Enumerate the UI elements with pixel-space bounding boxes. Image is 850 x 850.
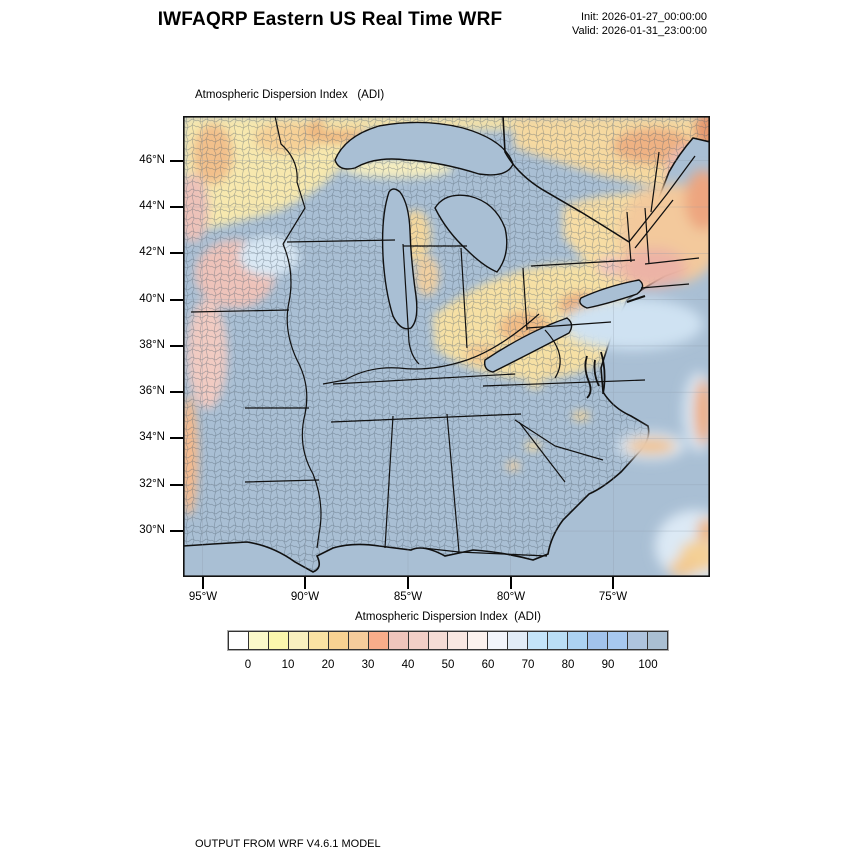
y-tick-label: 46°N bbox=[139, 154, 165, 166]
colorbar-cell bbox=[547, 631, 568, 650]
colorbar-tick-label: 10 bbox=[281, 659, 295, 671]
y-tick-label: 32°N bbox=[139, 478, 165, 490]
x-tick-label: 90°W bbox=[290, 591, 320, 603]
colorbar-title: Atmospheric Dispersion Index (ADI) bbox=[355, 611, 541, 623]
colorbar-cell bbox=[447, 631, 468, 650]
colorbar-tick-label: 20 bbox=[321, 659, 335, 671]
colorbar-tick-label: 50 bbox=[441, 659, 455, 671]
x-tick-label: 75°W bbox=[598, 591, 628, 603]
map-subtitle: Atmospheric Dispersion Index (ADI) bbox=[195, 89, 385, 101]
colorbar-tick-label: 90 bbox=[601, 659, 615, 671]
y-tick-label: 30°N bbox=[139, 524, 165, 536]
y-tick bbox=[170, 345, 183, 347]
colorbar-cell bbox=[607, 631, 628, 650]
x-tick bbox=[304, 577, 306, 589]
colorbar-cell bbox=[307, 631, 328, 650]
colorbar-cell bbox=[247, 631, 268, 650]
colorbar-tick-label: 40 bbox=[401, 659, 415, 671]
page-title: IWFAQRP Eastern US Real Time WRF bbox=[157, 9, 503, 30]
y-tick bbox=[170, 252, 183, 254]
adi-map bbox=[183, 116, 710, 577]
colorbar-cell bbox=[347, 631, 368, 650]
colorbar-tick-label: 80 bbox=[561, 659, 575, 671]
y-tick-label: 40°N bbox=[139, 293, 165, 305]
colorbar bbox=[228, 631, 668, 650]
y-tick bbox=[170, 437, 183, 439]
y-tick-label: 42°N bbox=[139, 246, 165, 258]
colorbar-cell bbox=[567, 631, 588, 650]
colorbar-cell bbox=[587, 631, 608, 650]
colorbar-cell bbox=[287, 631, 308, 650]
map-border bbox=[183, 116, 710, 577]
valid-time: Valid: 2026-01-31_23:00:00 bbox=[572, 25, 707, 37]
x-tick-label: 80°W bbox=[496, 591, 526, 603]
x-tick-label: 85°W bbox=[393, 591, 423, 603]
y-tick bbox=[170, 299, 183, 301]
model-info: OUTPUT FROM WRF V4.6.1 MODEL WE = 310 ; … bbox=[195, 811, 628, 850]
colorbar-cell bbox=[527, 631, 548, 650]
x-tick bbox=[202, 577, 204, 589]
colorbar-tick-label: 100 bbox=[638, 659, 658, 671]
y-tick bbox=[170, 160, 183, 162]
colorbar-cell bbox=[427, 631, 448, 650]
y-tick bbox=[170, 391, 183, 393]
colorbar-cell bbox=[367, 631, 388, 650]
init-time: Init: 2026-01-27_00:00:00 bbox=[581, 11, 707, 23]
y-tick-label: 44°N bbox=[139, 200, 165, 212]
x-tick bbox=[407, 577, 409, 589]
colorbar-tick-label: 70 bbox=[521, 659, 535, 671]
colorbar-tick-label: 60 bbox=[481, 659, 495, 671]
x-tick bbox=[510, 577, 512, 589]
y-tick-label: 36°N bbox=[139, 385, 165, 397]
run-times: Init: 2026-01-27_00:00:00 Valid: 2026-01… bbox=[572, 10, 707, 38]
colorbar-cell bbox=[467, 631, 488, 650]
colorbar-cell bbox=[627, 631, 648, 650]
colorbar-cell bbox=[327, 631, 348, 650]
y-tick bbox=[170, 530, 183, 532]
model-info-line1: OUTPUT FROM WRF V4.6.1 MODEL bbox=[195, 838, 381, 850]
y-tick bbox=[170, 206, 183, 208]
colorbar-cell bbox=[267, 631, 288, 650]
colorbar-cell bbox=[228, 631, 248, 650]
colorbar-cell bbox=[407, 631, 428, 650]
chesapeake-bay bbox=[584, 351, 606, 399]
colorbar-tick-label: 30 bbox=[361, 659, 375, 671]
colorbar-cell bbox=[387, 631, 408, 650]
colorbar-tick-label: 0 bbox=[244, 659, 252, 671]
y-tick-label: 38°N bbox=[139, 339, 165, 351]
y-tick-label: 34°N bbox=[139, 431, 165, 443]
state-borders bbox=[190, 116, 700, 557]
x-tick bbox=[612, 577, 614, 589]
great-lakes bbox=[334, 121, 644, 373]
colorbar-cell bbox=[647, 631, 668, 650]
x-tick-label: 95°W bbox=[188, 591, 218, 603]
y-tick bbox=[170, 484, 183, 486]
colorbar-cell bbox=[507, 631, 528, 650]
colorbar-cell bbox=[487, 631, 508, 650]
